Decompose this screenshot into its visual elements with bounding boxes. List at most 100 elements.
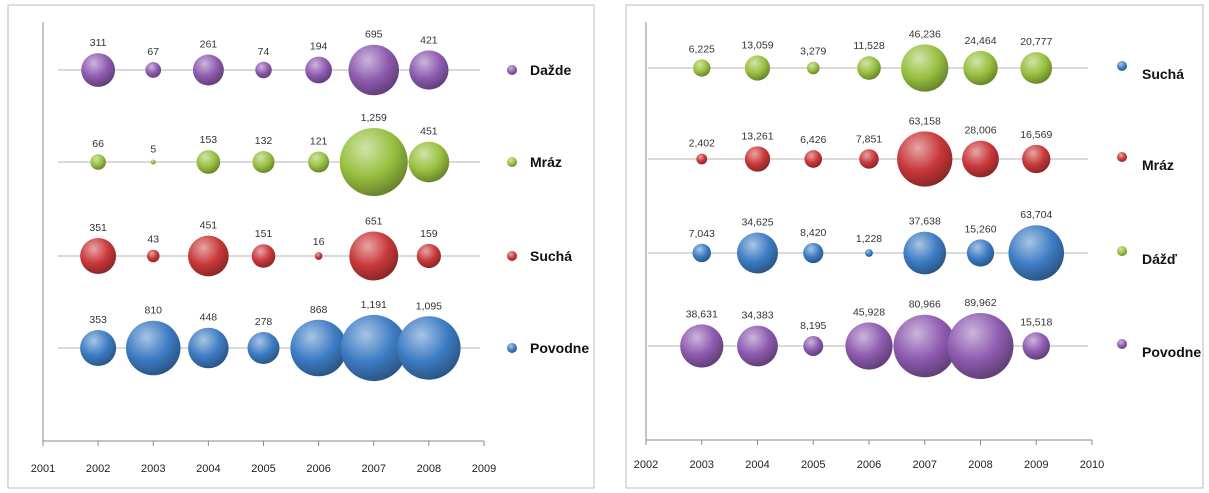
legend-label: Suchá — [530, 248, 572, 264]
data-label: 121 — [310, 135, 328, 147]
bubble — [146, 249, 160, 263]
bubble — [192, 54, 224, 86]
data-label: 66 — [92, 138, 104, 150]
x-tick-label: 2002 — [86, 463, 110, 475]
bubble — [744, 146, 771, 172]
bubble — [188, 327, 229, 369]
legend-marker — [1117, 61, 1127, 71]
bubble — [409, 50, 449, 90]
right-bubble-chart: 2002 2003 2004 2005 2006 2007 2008 2009 2010 6,22… — [625, 4, 1204, 489]
bubble — [125, 320, 181, 376]
bubble — [305, 56, 332, 84]
data-label: 868 — [310, 304, 328, 316]
left-bubble-chart: 2001 2002 2003 2004 2005 2006 2007 2008 2009 311 6… — [7, 4, 595, 489]
bubble — [247, 332, 280, 364]
data-label: 1,259 — [361, 112, 387, 124]
data-label: 351 — [89, 222, 107, 234]
legend-label: Dážď — [1142, 251, 1178, 267]
bubble — [348, 44, 400, 96]
x-tick-label: 2007 — [362, 463, 386, 475]
bubble — [803, 336, 824, 356]
legend-label: Povodne — [530, 340, 589, 356]
bubble — [339, 128, 408, 196]
bubble — [416, 243, 441, 269]
data-label: 2,402 — [689, 138, 715, 150]
data-label: 651 — [365, 216, 383, 228]
x-tick-label: 2006 — [306, 463, 330, 475]
bubble — [737, 325, 778, 367]
bubble — [314, 252, 323, 260]
bubble — [81, 53, 116, 87]
x-tick-label: 2005 — [251, 463, 275, 475]
bubble — [145, 62, 162, 78]
data-label: 11,528 — [853, 40, 884, 52]
bubble — [962, 140, 999, 178]
x-tick-label: 2006 — [857, 459, 881, 471]
bubble — [903, 231, 947, 275]
x-tick-label: 2007 — [913, 459, 937, 471]
data-label: 159 — [420, 228, 438, 240]
bubble — [865, 249, 873, 257]
bubble — [893, 314, 957, 378]
legend-marker — [1117, 339, 1127, 349]
bubble — [804, 150, 823, 168]
x-tick-label: 2008 — [417, 463, 441, 475]
data-label: 24,464 — [964, 35, 996, 47]
bubble — [845, 322, 893, 370]
data-label: 46,236 — [909, 28, 941, 40]
data-label: 67 — [147, 46, 159, 58]
bubble — [397, 316, 461, 380]
data-label: 43 — [147, 234, 159, 246]
legend-label: Povodne — [1142, 344, 1201, 360]
data-label: 451 — [200, 220, 218, 232]
data-label: 63,158 — [909, 115, 941, 127]
legend-label: Dažde — [530, 62, 571, 78]
bubble — [90, 154, 106, 170]
legend-marker — [507, 65, 517, 75]
data-label: 8,420 — [800, 227, 826, 239]
data-label: 810 — [144, 305, 162, 317]
data-label: 1,228 — [856, 233, 882, 245]
bubble — [680, 324, 724, 368]
data-label: 695 — [365, 29, 383, 41]
right-chart-panel: 2002 2003 2004 2005 2006 2007 2008 2009 2010 6,22… — [602, 0, 1209, 493]
x-tick-label: 2003 — [690, 459, 714, 471]
data-label: 34,625 — [741, 217, 773, 229]
bubble — [196, 150, 221, 174]
bubble — [966, 239, 995, 267]
legend-label: Suchá — [1142, 66, 1184, 82]
data-label: 278 — [255, 316, 273, 328]
data-label: 15,260 — [964, 223, 996, 235]
data-label: 3,279 — [800, 46, 826, 58]
bubble — [696, 153, 708, 165]
bubble — [188, 235, 229, 277]
data-label: 261 — [200, 39, 218, 51]
data-label: 74 — [258, 46, 270, 58]
data-label: 311 — [90, 37, 107, 49]
bubble — [693, 59, 711, 77]
data-label: 45,928 — [853, 306, 885, 318]
bubble — [859, 149, 879, 169]
x-tick-label: 2005 — [801, 459, 825, 471]
data-label: 451 — [420, 126, 438, 138]
data-label: 63,704 — [1020, 209, 1052, 221]
data-label: 353 — [89, 314, 107, 326]
bubble — [255, 61, 272, 79]
bubble — [349, 231, 399, 281]
data-label: 6,225 — [689, 43, 715, 55]
x-tick-label: 2010 — [1080, 459, 1104, 471]
x-tick-label: 2009 — [472, 463, 496, 475]
legend-marker — [1117, 152, 1127, 162]
x-tick-label: 2001 — [31, 463, 55, 475]
bubble — [737, 232, 778, 274]
data-label: 8,195 — [800, 320, 826, 332]
data-label: 7,851 — [856, 133, 882, 145]
x-tick-label: 2004 — [196, 463, 220, 475]
data-label: 20,777 — [1020, 36, 1052, 48]
data-label: 7,043 — [689, 228, 715, 240]
data-label: 6,426 — [800, 134, 826, 146]
x-tick-label: 2008 — [968, 459, 992, 471]
data-label: 16,569 — [1020, 129, 1052, 141]
data-label: 13,059 — [741, 39, 773, 51]
data-label: 194 — [310, 41, 328, 53]
